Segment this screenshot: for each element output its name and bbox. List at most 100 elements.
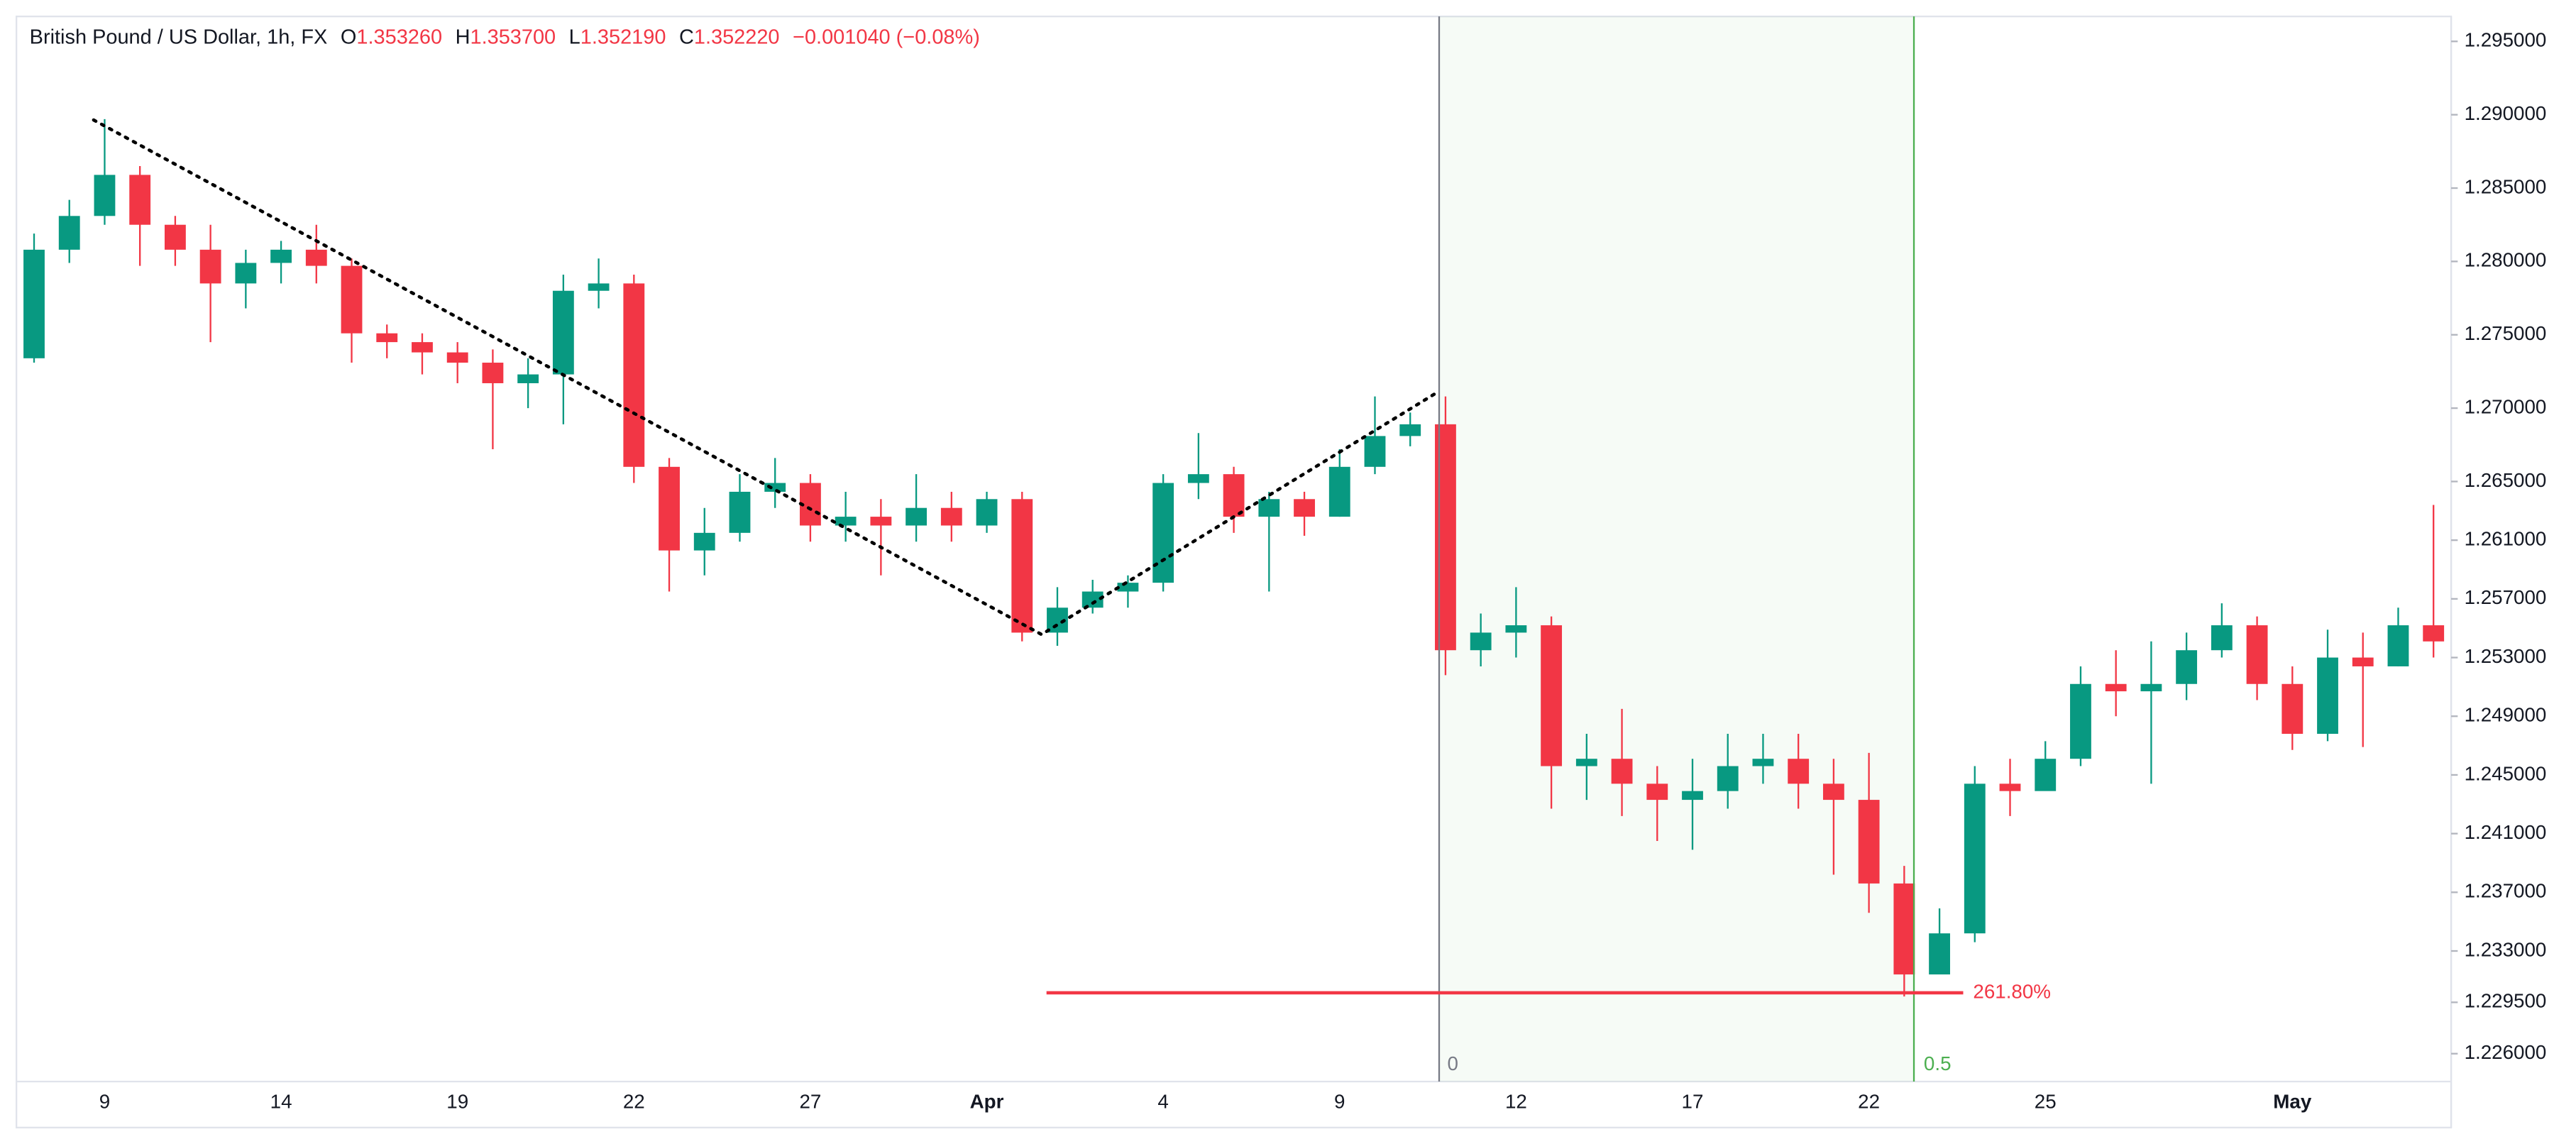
candle-body — [1752, 759, 1774, 766]
open-value: 1.353260 — [356, 26, 442, 48]
candle-body — [976, 499, 998, 526]
candle-body — [1470, 632, 1492, 651]
y-tick-label: 1.249000 — [2465, 704, 2547, 726]
candle-body — [2105, 683, 2127, 692]
candle-body — [1081, 591, 1103, 608]
x-tick-label: 22 — [1858, 1090, 1880, 1112]
low-label: L — [569, 26, 580, 48]
candle-body — [1964, 783, 1986, 934]
x-tick-label: 9 — [99, 1090, 110, 1112]
candle-body — [906, 507, 928, 526]
candle-body — [1152, 483, 1174, 583]
candle-body — [1117, 583, 1139, 592]
y-tick-label: 1.261000 — [2465, 528, 2547, 550]
symbol: British Pound / US Dollar, 1h, FX — [30, 26, 328, 48]
x-tick-label: 4 — [1157, 1090, 1168, 1112]
candle-body — [2352, 657, 2374, 666]
candle-body — [1575, 759, 1597, 766]
candle-body — [94, 175, 116, 216]
candle-body — [376, 333, 398, 343]
candle-body — [1646, 783, 1668, 801]
candle-body — [1187, 474, 1209, 483]
candle-body — [1999, 783, 2021, 791]
candle-body — [482, 363, 504, 383]
change-value: −0.001040 (−0.08%) — [793, 26, 980, 48]
candle-body — [870, 517, 892, 526]
y-tick-label: 1.280000 — [2465, 249, 2547, 271]
candle-body — [2070, 683, 2091, 759]
y-tick-label: 1.245000 — [2465, 762, 2547, 784]
candle-body — [1364, 436, 1386, 467]
candle-body — [2317, 657, 2338, 735]
low-value: 1.352190 — [580, 26, 666, 48]
high-label: H — [456, 26, 470, 48]
x-tick-label: 19 — [446, 1090, 468, 1112]
candle-body — [2035, 759, 2057, 791]
candle-body — [623, 283, 645, 467]
candle-body — [1893, 883, 1915, 975]
candle-body — [23, 249, 45, 358]
y-tick-label: 1.290000 — [2465, 102, 2547, 124]
candle-body — [2423, 625, 2445, 642]
trend-lines — [92, 118, 1441, 637]
fib-zone — [1438, 16, 1915, 1082]
candle-body — [1717, 766, 1739, 791]
candle-body — [2140, 683, 2162, 692]
candle-body — [659, 466, 680, 551]
x-tick-label: 12 — [1505, 1090, 1527, 1112]
y-tick-label: 1.285000 — [2465, 175, 2547, 197]
y-tick-label: 1.295000 — [2465, 29, 2547, 51]
legend: British Pound / US Dollar, 1h, FX O1.3532… — [30, 26, 980, 48]
candle-body — [835, 517, 857, 526]
close-value: 1.352220 — [694, 26, 780, 48]
candle-body — [2387, 625, 2409, 666]
candle-body — [552, 290, 574, 375]
fib-label-extension: 261.80% — [1973, 980, 2051, 1002]
y-tick-label: 1.270000 — [2465, 395, 2547, 417]
candle-body — [1258, 499, 1280, 517]
candle-body — [940, 507, 962, 526]
x-tick-label: May — [2273, 1090, 2312, 1112]
x-tick-label: 25 — [2035, 1090, 2057, 1112]
candle-body — [1328, 466, 1350, 517]
close-label: C — [679, 26, 694, 48]
candle-body — [164, 224, 186, 250]
x-tick-label: 9 — [1334, 1090, 1345, 1112]
candle-body — [588, 283, 610, 291]
candle-body — [1435, 424, 1456, 651]
x-tick-label: 17 — [1682, 1090, 1704, 1112]
candle-body — [1822, 783, 1844, 801]
candle-body — [1505, 625, 1527, 633]
y-tick-label: 1.233000 — [2465, 938, 2547, 960]
candle-body — [1682, 791, 1703, 801]
candle-body — [412, 342, 433, 353]
x-tick-label: 22 — [623, 1090, 645, 1112]
candle-body — [693, 532, 715, 551]
high-value: 1.353700 — [470, 26, 556, 48]
candle-body — [1788, 759, 1810, 784]
candle-body — [1399, 424, 1421, 436]
y-tick-label: 1.257000 — [2465, 586, 2547, 608]
candle-body — [1294, 499, 1315, 517]
y-tick-label: 1.241000 — [2465, 821, 2547, 843]
y-tick-label: 1.275000 — [2465, 322, 2547, 344]
candle-body — [2281, 683, 2303, 735]
candle-body — [1223, 474, 1245, 517]
candle-body — [235, 263, 257, 284]
candle-body — [2246, 625, 2268, 684]
fib-label-0: 0 — [1448, 1052, 1458, 1074]
candle-body — [1929, 933, 1950, 975]
candle-body — [446, 352, 468, 363]
candle-body — [199, 249, 221, 284]
y-tick-label: 1.237000 — [2465, 880, 2547, 902]
candle-body — [729, 491, 751, 533]
x-tick-label: 14 — [270, 1090, 292, 1112]
x-tick-label: 27 — [799, 1090, 821, 1112]
candle-body — [341, 265, 363, 334]
candle-body — [58, 216, 80, 250]
candle-body — [1611, 759, 1633, 784]
candle-body — [2211, 625, 2233, 651]
open-label: O — [341, 26, 357, 48]
